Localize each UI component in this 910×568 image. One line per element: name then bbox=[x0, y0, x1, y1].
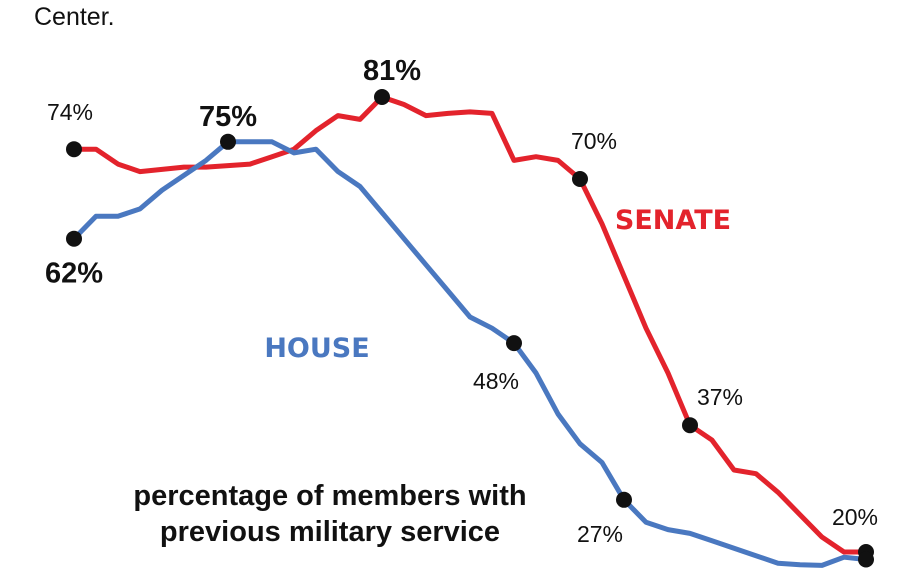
senate-point-marker bbox=[572, 171, 588, 187]
caption-line-1: percentage of members with bbox=[133, 480, 527, 512]
senate-data-label: 20% bbox=[832, 504, 878, 530]
senate-point-marker bbox=[374, 89, 390, 105]
house-data-label: 75% bbox=[199, 101, 257, 133]
chart-caption: percentage of members with previous mili… bbox=[60, 478, 600, 550]
house-data-label: 62% bbox=[45, 258, 103, 290]
house-data-label: 27% bbox=[577, 521, 623, 547]
data-labels: 74% 81% 70% 37% 20% 62% 75% 48% 27% bbox=[45, 55, 878, 547]
senate-series-label: SENATE bbox=[615, 205, 731, 236]
senate-data-label: 37% bbox=[697, 384, 743, 410]
senate-line bbox=[71, 94, 869, 555]
house-line bbox=[71, 139, 869, 568]
senate-data-label: 81% bbox=[363, 55, 421, 87]
house-series-label: HOUSE bbox=[264, 333, 369, 364]
series-lines bbox=[71, 94, 869, 568]
house-point-marker bbox=[616, 491, 632, 508]
senate-data-label: 70% bbox=[571, 128, 617, 154]
house-point-marker bbox=[506, 335, 522, 352]
source-note: Center. bbox=[34, 3, 115, 31]
senate-data-label: 74% bbox=[47, 99, 93, 125]
house-point-marker bbox=[66, 230, 82, 247]
senate-point-marker bbox=[682, 417, 698, 434]
senate-point-marker bbox=[66, 141, 82, 158]
house-data-label: 48% bbox=[473, 368, 519, 394]
house-point-marker bbox=[858, 551, 874, 568]
caption-line-2: previous military service bbox=[159, 516, 501, 548]
data-point-markers bbox=[66, 89, 874, 568]
house-point-marker bbox=[220, 133, 236, 150]
